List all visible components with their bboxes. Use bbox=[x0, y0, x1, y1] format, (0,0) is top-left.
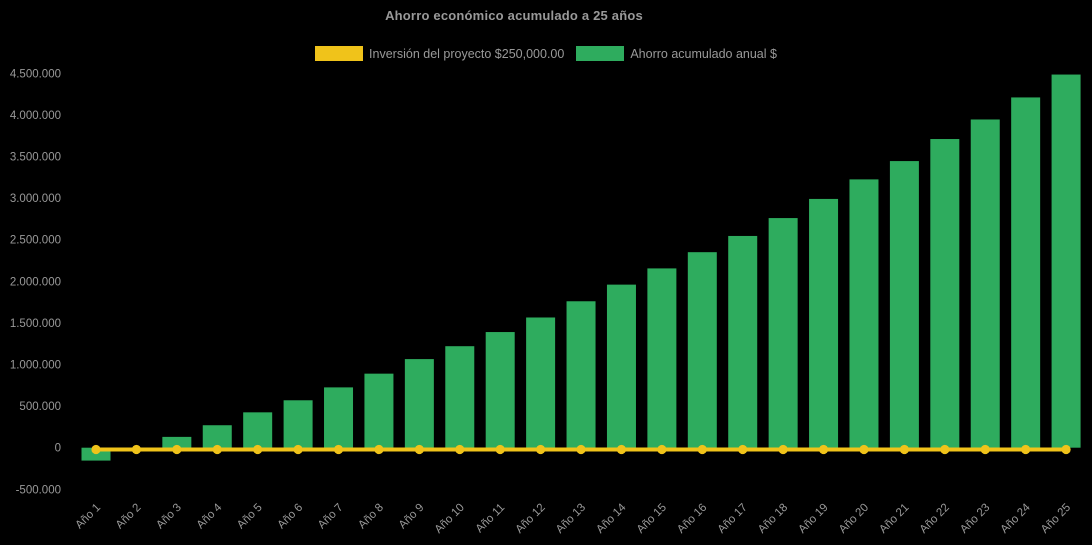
x-tick-label: Año 16 bbox=[675, 502, 709, 536]
line-marker-ano-3 bbox=[172, 444, 182, 455]
legend-swatch-investment-icon bbox=[315, 46, 364, 61]
line-marker-ano-10 bbox=[455, 444, 465, 455]
line-marker-ano-11 bbox=[495, 444, 505, 455]
legend-item-savings[interactable]: Ahorro acumulado anual $ bbox=[576, 46, 777, 61]
x-tick-label: Año 4 bbox=[195, 501, 225, 531]
legend-item-investment[interactable]: Inversión del proyecto $250,000.00 bbox=[315, 46, 564, 61]
x-tick-label: Año 3 bbox=[154, 502, 184, 532]
x-tick-label: Año 8 bbox=[356, 502, 386, 532]
bar-ano-17 bbox=[728, 235, 758, 448]
x-tick-label: Año 6 bbox=[275, 502, 305, 532]
legend-swatch-savings-icon bbox=[576, 46, 625, 61]
line-marker-ano-8 bbox=[374, 444, 384, 455]
x-tick-label: Año 7 bbox=[316, 502, 346, 532]
bar-ano-7 bbox=[324, 387, 354, 448]
line-marker-ano-4 bbox=[212, 444, 222, 455]
y-tick-label: 1.500.000 bbox=[10, 318, 61, 330]
x-tick-label: Año 22 bbox=[918, 502, 952, 536]
bar-ano-18 bbox=[768, 218, 798, 448]
x-tick-label: Año 20 bbox=[837, 502, 871, 536]
line-marker-ano-1 bbox=[91, 444, 101, 455]
line-marker-ano-6 bbox=[293, 444, 303, 455]
bar-ano-15 bbox=[647, 268, 677, 448]
bar-ano-8 bbox=[364, 373, 394, 448]
chart-title: Ahorro económico acumulado a 25 años bbox=[385, 8, 643, 23]
bar-ano-19 bbox=[809, 198, 839, 448]
bar-ano-14 bbox=[606, 284, 636, 448]
legend: Inversión del proyecto $250,000.00 Ahorr… bbox=[0, 46, 1092, 61]
y-tick-label: -500.000 bbox=[16, 484, 61, 496]
line-marker-ano-20 bbox=[859, 444, 869, 455]
bar-ano-5 bbox=[243, 412, 273, 448]
x-tick-label: Año 21 bbox=[877, 502, 911, 536]
y-tick-label: 1.000.000 bbox=[10, 360, 61, 372]
y-tick-label: 2.500.000 bbox=[10, 235, 61, 247]
bar-ano-11 bbox=[485, 332, 515, 448]
x-tick-label: Año 12 bbox=[513, 502, 547, 536]
bar-ano-12 bbox=[526, 317, 556, 448]
bar-ano-24 bbox=[1011, 97, 1041, 448]
x-tick-label: Año 25 bbox=[1039, 502, 1073, 536]
line-marker-ano-5 bbox=[253, 444, 263, 455]
line-marker-ano-19 bbox=[818, 444, 829, 455]
line-marker-ano-22 bbox=[940, 444, 950, 455]
line-marker-ano-24 bbox=[1021, 444, 1031, 455]
legend-label-investment: Inversión del proyecto $250,000.00 bbox=[369, 46, 565, 61]
line-marker-ano-25 bbox=[1061, 444, 1071, 455]
bar-ano-20 bbox=[849, 179, 879, 448]
line-marker-ano-16 bbox=[697, 444, 707, 455]
line-marker-ano-14 bbox=[616, 444, 627, 455]
x-tick-label: Año 18 bbox=[756, 502, 790, 536]
bar-ano-25 bbox=[1051, 74, 1081, 448]
y-tick-label: 3.000.000 bbox=[10, 193, 61, 205]
x-tick-label: Año 1 bbox=[73, 502, 103, 532]
bar-ano-10 bbox=[445, 346, 475, 448]
x-tick-label: Año 10 bbox=[433, 502, 467, 536]
y-tick-label: 500.000 bbox=[19, 401, 61, 413]
x-tick-label: Año 19 bbox=[796, 502, 830, 536]
y-tick-label: 4.000.000 bbox=[10, 110, 61, 122]
x-tick-label: Año 5 bbox=[235, 502, 265, 532]
line-marker-ano-13 bbox=[576, 444, 586, 455]
bar-ano-4 bbox=[202, 425, 232, 448]
line-marker-ano-18 bbox=[778, 444, 788, 455]
line-marker-ano-2 bbox=[131, 444, 142, 455]
line-marker-ano-15 bbox=[657, 444, 667, 455]
x-tick-label: Año 15 bbox=[635, 502, 669, 536]
x-tick-label: Año 13 bbox=[554, 502, 588, 536]
line-marker-ano-23 bbox=[980, 444, 990, 455]
bar-ano-21 bbox=[889, 161, 919, 448]
y-tick-label: 3.500.000 bbox=[10, 152, 61, 164]
x-tick-label: Año 9 bbox=[397, 502, 427, 532]
x-tick-label: Año 2 bbox=[114, 502, 144, 532]
y-tick-label: 2.000.000 bbox=[10, 276, 61, 288]
x-tick-label: Año 24 bbox=[999, 501, 1034, 536]
line-marker-ano-17 bbox=[738, 444, 748, 455]
x-tick-label: Año 23 bbox=[958, 502, 992, 536]
bar-ano-23 bbox=[970, 119, 1000, 448]
bar-ano-22 bbox=[930, 139, 960, 448]
legend-label-savings: Ahorro acumulado anual $ bbox=[630, 46, 777, 61]
line-marker-ano-7 bbox=[333, 444, 344, 455]
bar-ano-9 bbox=[404, 359, 434, 448]
x-tick-label: Año 14 bbox=[594, 501, 629, 536]
x-tick-label: Año 17 bbox=[716, 502, 750, 536]
line-marker-ano-9 bbox=[414, 444, 424, 455]
bar-ano-13 bbox=[566, 301, 596, 448]
y-tick-label: 4.500.000 bbox=[10, 68, 61, 80]
bar-ano-6 bbox=[283, 400, 313, 448]
y-tick-label: 0 bbox=[55, 443, 61, 455]
bar-ano-16 bbox=[687, 252, 717, 448]
line-marker-ano-12 bbox=[536, 444, 546, 455]
bar-ano-3 bbox=[162, 436, 192, 448]
x-tick-label: Año 11 bbox=[474, 502, 508, 536]
line-marker-ano-21 bbox=[899, 444, 910, 455]
